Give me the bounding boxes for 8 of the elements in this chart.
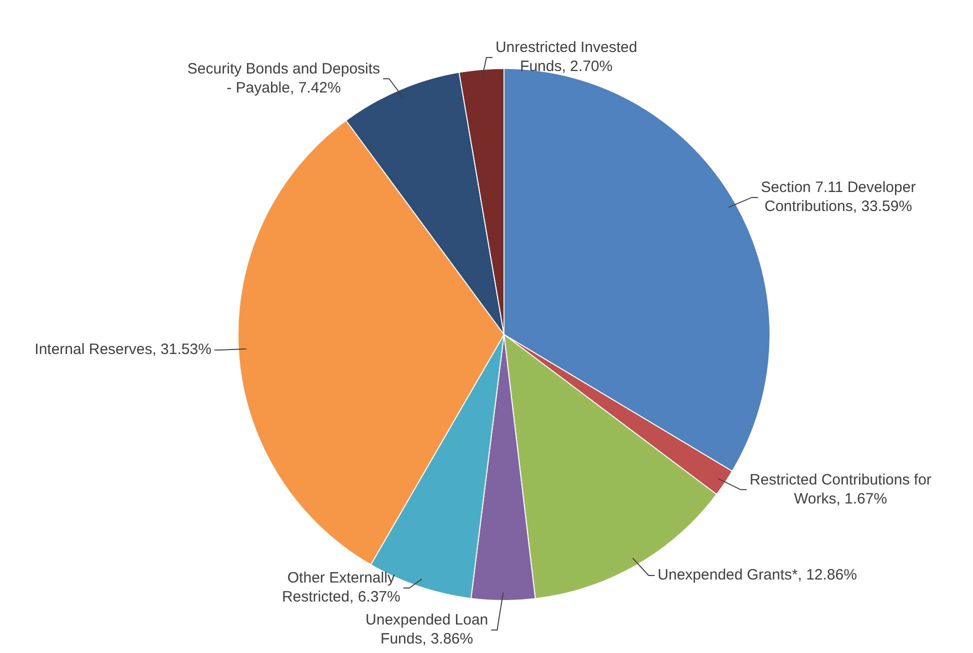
slice-label: Unexpended Loan Funds, 3.86% (366, 612, 488, 648)
slice-label: Restricted Contributions for Works, 1.67% (750, 471, 932, 508)
slice-label: Other Externally Restricted, 6.37% (282, 570, 400, 606)
slice-label: Unrestricted Invested Funds, 2.70% (495, 39, 638, 76)
slice-label: Section 7.11 Developer Contributions, 33.59% (760, 179, 916, 216)
slice-label: Security Bonds and Deposits - Payable, 7.42% (187, 60, 380, 96)
slice-label: Internal Reserves, 31.53% (34, 341, 212, 358)
slice-label: Unexpended Grants*, 12.86% (658, 566, 857, 584)
